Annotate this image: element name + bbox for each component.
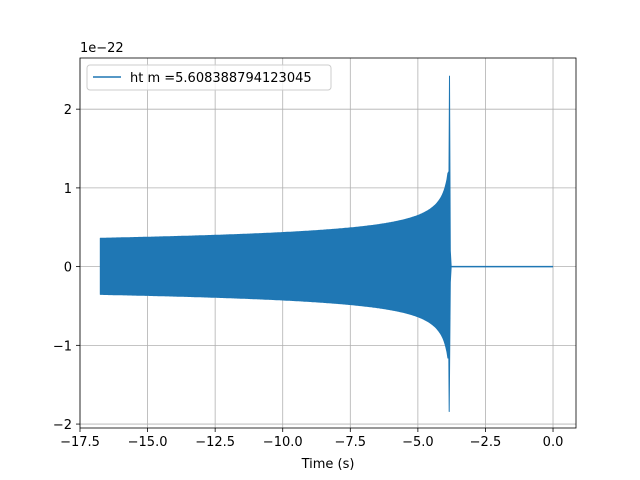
y-tick-label: 1 [64,182,72,197]
x-tick-label: 0.0 [543,435,564,450]
y-tick-label: −1 [53,339,72,354]
legend-entry: ht m =5.608388794123045 [130,71,312,86]
y-tick-label: 2 [64,103,72,118]
x-tick-label: −2.5 [470,435,502,450]
x-tick-label: −7.5 [335,435,367,450]
y-tick-label: 0 [64,261,72,276]
legend-box [86,64,332,91]
x-tick-label: −17.5 [60,435,100,450]
y-tick-label: −2 [53,418,72,433]
x-tick-label: −15.0 [128,435,168,450]
series-layer [99,75,554,412]
y-scale-label: 1e−22 [80,41,124,56]
x-tick-label: −12.5 [195,435,235,450]
x-axis-label: Time (s) [301,457,355,472]
x-tick-label: −10.0 [263,435,303,450]
waveform-envelope [99,75,452,412]
x-tick-label: −5.0 [402,435,434,450]
legend: ht m =5.608388794123045 [86,64,332,91]
plot-frame [79,57,577,429]
axis-ticks: −17.5 −15.0 −12.5 −10.0 −7.5 −5.0 −2.5 0.0 −2 −1 0… [53,103,564,450]
